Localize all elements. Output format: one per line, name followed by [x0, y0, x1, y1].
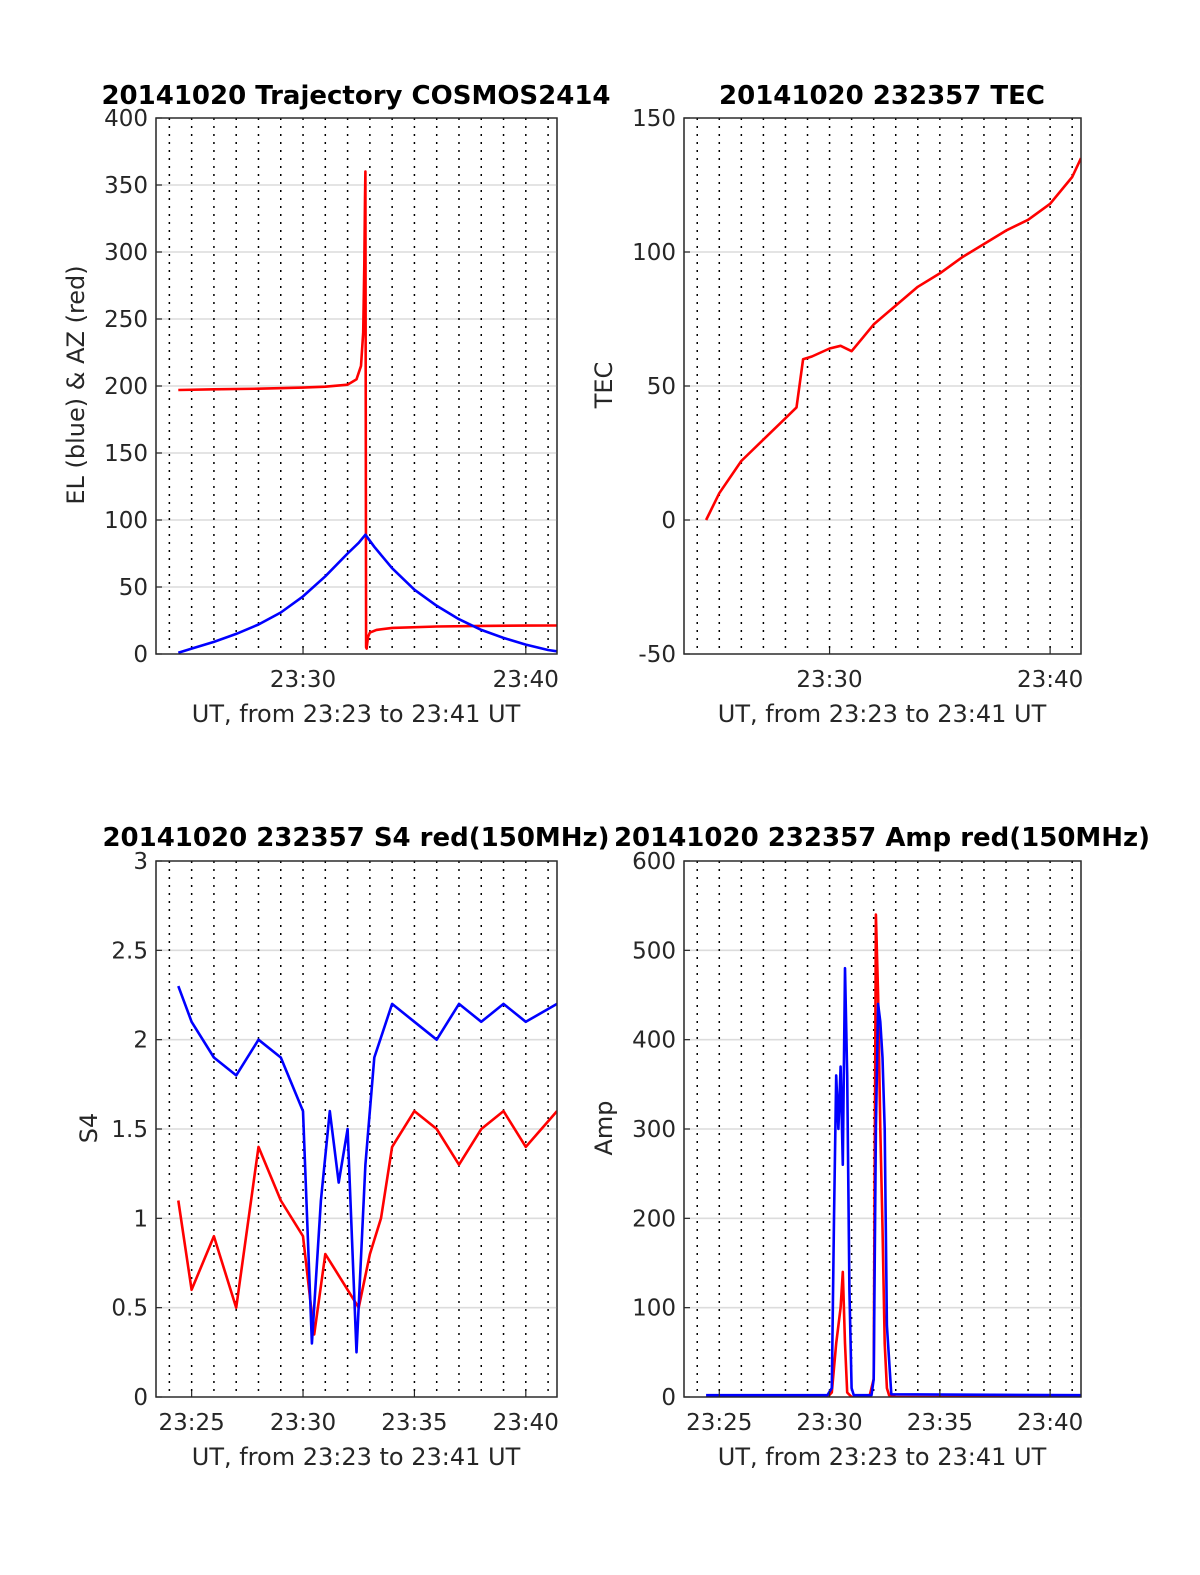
- y-tick-label: 100: [632, 240, 676, 266]
- y-tick-label: 600: [632, 849, 676, 875]
- x-axis-label: UT, from 23:23 to 23:41 UT: [718, 700, 1047, 728]
- x-axis-label: UT, from 23:23 to 23:41 UT: [718, 1443, 1047, 1471]
- x-tick-label: 23:40: [493, 1410, 559, 1436]
- y-tick-label: 250: [104, 307, 148, 333]
- series-line-1: [177, 985, 557, 1354]
- y-tick-label: 2: [133, 1028, 148, 1054]
- y-axis-label: Amp: [590, 1100, 618, 1155]
- amp-panel: 20141020 232357 Amp red(150MHz) 0 100 200 3…: [590, 823, 1150, 1471]
- chart-title: 20141020 232357 TEC: [719, 81, 1045, 111]
- y-tick-label: 150: [632, 106, 676, 132]
- y-tick-label: 2.5: [111, 938, 148, 964]
- y-tick-label: 200: [632, 1206, 676, 1232]
- series-line-0: [178, 170, 557, 650]
- y-tick-label: 500: [632, 938, 676, 964]
- y-axis-label: S4: [75, 1113, 103, 1144]
- y-axis-label: TEC: [590, 362, 618, 410]
- x-tick-label: 23:40: [1017, 667, 1083, 693]
- trajectory-panel: 20141020 Trajectory COSMOS2414 0 50 100 150…: [62, 81, 611, 728]
- series-line-1: [706, 966, 1081, 1397]
- x-tick-label: 23:30: [270, 1410, 336, 1436]
- y-tick-label: 150: [104, 441, 148, 467]
- chart-title: 20141020 Trajectory COSMOS2414: [101, 81, 610, 111]
- chart-title: 20141020 232357 S4 red(150MHz): [102, 823, 609, 853]
- y-tick-label: 0: [661, 508, 676, 534]
- x-axis-label: UT, from 23:23 to 23:41 UT: [192, 1443, 521, 1471]
- y-tick-label: 50: [647, 374, 676, 400]
- x-tick-label: 23:25: [686, 1410, 752, 1436]
- x-tick-label: 23:30: [796, 667, 862, 693]
- y-tick-label: 400: [632, 1028, 676, 1054]
- y-tick-label: 300: [632, 1117, 676, 1143]
- y-tick-label: 1: [133, 1206, 148, 1232]
- x-tick-label: 23:35: [907, 1410, 973, 1436]
- x-tick-label: 23:25: [158, 1410, 224, 1436]
- y-tick-label: 0: [133, 642, 148, 668]
- x-tick-label: 23:40: [1017, 1410, 1083, 1436]
- y-tick-label: 400: [104, 106, 148, 132]
- series-line-0: [704, 157, 1081, 521]
- y-tick-label: 200: [104, 374, 148, 400]
- y-tick-label: 100: [632, 1296, 676, 1322]
- y-tick-label: 50: [119, 575, 148, 601]
- y-tick-label: 0.5: [111, 1296, 148, 1322]
- y-tick-label: 350: [104, 173, 148, 199]
- x-tick-label: 23:30: [270, 667, 336, 693]
- y-tick-label: 100: [104, 508, 148, 534]
- y-tick-label: 300: [104, 240, 148, 266]
- y-tick-label: -50: [638, 642, 676, 668]
- y-axis-label: EL (blue) & AZ (red): [62, 265, 90, 504]
- series-line-1: [177, 533, 557, 654]
- x-axis-label: UT, from 23:23 to 23:41 UT: [192, 700, 521, 728]
- y-tick-label: 0: [661, 1385, 676, 1411]
- y-tick-label: 3: [133, 849, 148, 875]
- chart-title: 20141020 232357 Amp red(150MHz): [614, 823, 1150, 853]
- y-tick-label: 0: [133, 1385, 148, 1411]
- x-tick-label: 23:30: [796, 1410, 862, 1436]
- tec-panel: 20141020 232357 TEC -50 0 50 100 150 23:30 23:…: [590, 81, 1083, 728]
- x-tick-label: 23:35: [381, 1410, 447, 1436]
- x-tick-label: 23:40: [493, 667, 559, 693]
- y-tick-label: 1.5: [111, 1117, 148, 1143]
- s4-panel: 20141020 232357 S4 red(150MHz) 0 0.5 1 1.5 2…: [75, 823, 610, 1471]
